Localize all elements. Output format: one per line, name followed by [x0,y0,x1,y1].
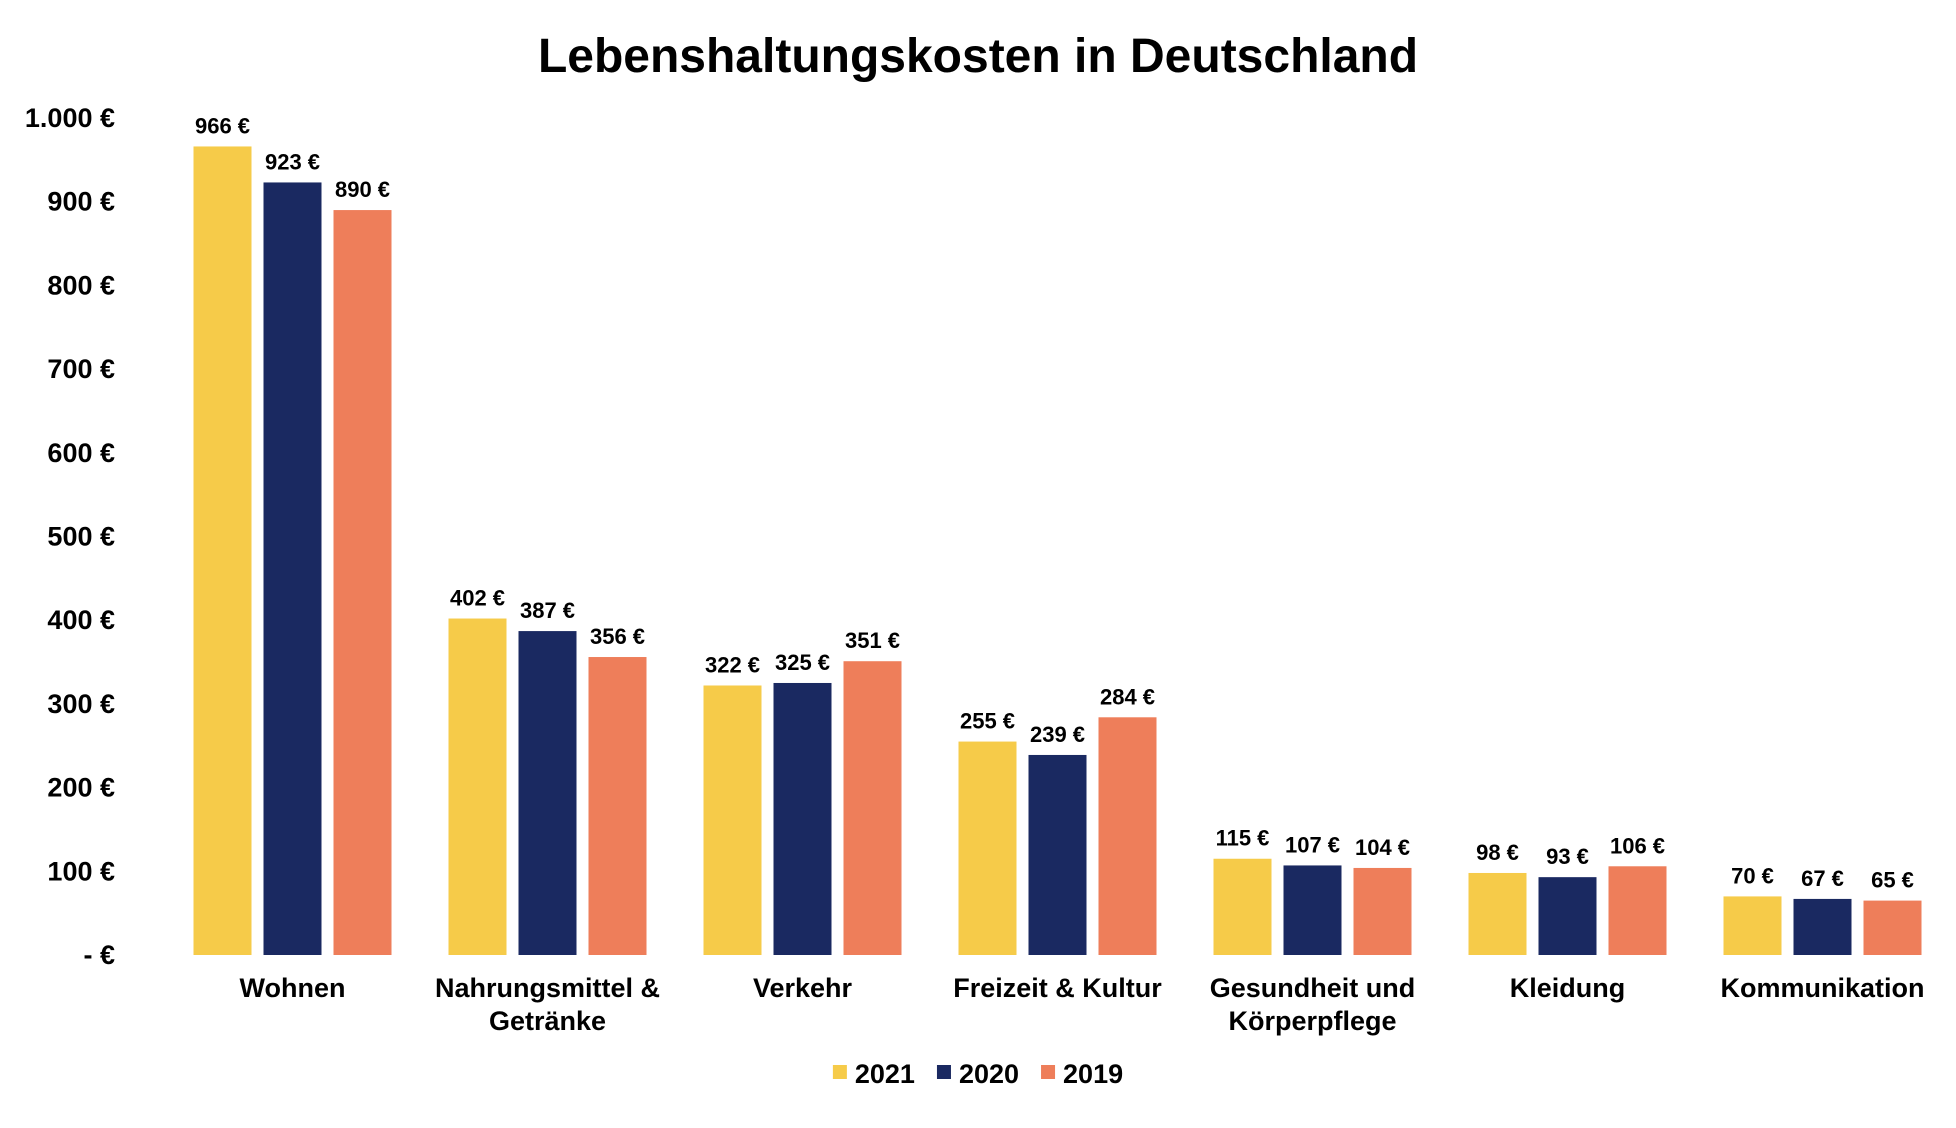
legend-label: 2020 [959,1059,1019,1089]
bar-2021 [958,741,1017,955]
bar-2020 [773,682,832,955]
data-label: 115 € [1216,826,1270,851]
y-tick-label: 1.000 € [25,103,115,133]
bar-2021 [703,685,762,955]
data-label: 239 € [1030,722,1085,747]
bar-2020 [1538,877,1597,955]
data-label: 255 € [960,709,1015,734]
data-label: 966 € [195,113,250,138]
bar-2021 [448,618,507,955]
bar-2020 [1283,865,1342,955]
data-label: 890 € [335,177,390,202]
bar-2020 [1028,754,1087,955]
legend-swatch-2019 [1041,1065,1056,1079]
x-tick-label: Freizeit & Kultur [953,973,1162,1003]
bar-2019 [843,661,902,955]
x-tick-label: Wohnen [240,973,346,1003]
data-label: 107 € [1285,832,1340,857]
y-tick-label: 600 € [47,438,115,468]
bar-2020 [1793,898,1852,955]
y-tick-label: - € [83,940,115,970]
y-tick-label: 700 € [47,354,115,384]
data-label: 387 € [520,598,575,623]
x-tick-label: Nahrungsmittel & Getränke [435,973,660,1036]
data-label: 325 € [775,650,830,675]
bar-2021 [1213,858,1272,955]
bar-2021 [193,146,252,955]
y-tick-label: 100 € [47,856,115,886]
y-tick-label: 500 € [47,522,115,552]
data-label: 322 € [705,652,760,677]
x-tick-label: Kommunikation [1720,973,1924,1003]
data-label: 284 € [1100,684,1155,709]
data-label: 70 € [1731,863,1774,888]
legend-label: 2021 [855,1059,915,1089]
bar-2019 [1608,866,1667,955]
y-tick-label: 900 € [47,187,115,217]
legend-label: 2019 [1063,1059,1123,1089]
legend-swatch-2020 [936,1065,951,1079]
legend: 2021 2020 2019 [832,1059,1123,1089]
bar-2019 [1098,717,1157,955]
data-label: 351 € [845,628,900,653]
x-axis: Wohnen Nahrungsmittel & Getränke Verkehr Fre… [240,973,1925,1036]
data-label: 356 € [590,624,645,649]
x-tick-label: Kleidung [1510,973,1626,1003]
x-tick-label: Gesundheit und Körperpflege [1210,973,1416,1036]
bar-2021 [1723,896,1782,955]
data-label: 106 € [1610,833,1665,858]
bar-2019 [1863,900,1922,955]
y-tick-label: 300 € [47,689,115,719]
legend-swatch-2021 [832,1065,847,1079]
data-label: 65 € [1871,868,1914,893]
data-label: 98 € [1476,840,1519,865]
x-tick-label: Verkehr [753,973,853,1003]
bar-2019 [588,657,647,955]
y-tick-label: 400 € [47,605,115,635]
data-label: 402 € [450,586,505,611]
y-tick-label: 800 € [47,270,115,300]
data-label: 67 € [1801,866,1844,891]
bars: 966 € 923 € 890 € 402 € 387 € 356 € 322 € 325 €… [193,113,1922,956]
bar-2020 [263,182,322,956]
bar-2021 [1468,872,1527,955]
chart-title: Lebenshaltungskosten in Deutschland [538,30,1418,83]
data-label: 104 € [1355,835,1410,860]
y-axis: - € 100 € 200 € 300 € 400 € 500 € 600 € 700 € 80… [25,103,115,970]
data-label: 923 € [265,149,320,174]
data-label: 93 € [1546,844,1589,869]
y-tick-label: 200 € [47,773,115,803]
bar-2019 [333,210,392,955]
bar-2019 [1353,867,1412,955]
bar-2020 [518,631,577,955]
